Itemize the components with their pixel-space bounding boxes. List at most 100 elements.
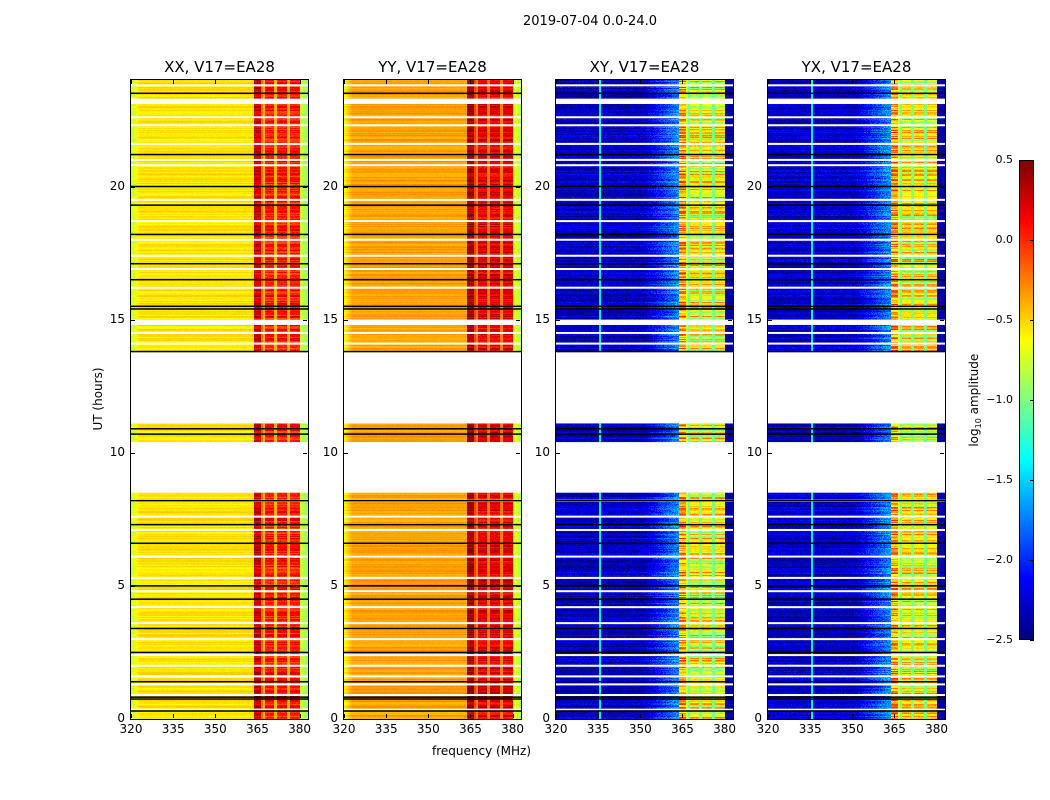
x-tick-mark (894, 80, 896, 84)
y-tick-label: 10 (109, 444, 125, 459)
y-tick-mark (768, 319, 772, 321)
y-tick-mark (728, 585, 732, 587)
colorbar-tick-label: −2.5 (986, 633, 1013, 646)
colorbar-tick-mark (1030, 480, 1034, 481)
x-tick-label: 320 (332, 722, 356, 736)
x-tick-label: 380 (713, 722, 737, 736)
y-tick-mark (940, 186, 944, 188)
colorbar-tick-label: 0.5 (995, 153, 1014, 166)
x-tick-mark (512, 80, 514, 84)
y-tick-mark (303, 452, 307, 454)
x-tick-mark (299, 714, 301, 718)
x-tick-mark (768, 80, 769, 84)
y-tick-mark (131, 719, 135, 720)
x-tick-label: 350 (628, 722, 652, 736)
y-tick-mark (728, 186, 732, 188)
y-tick-mark (131, 585, 135, 587)
x-tick-label: 320 (544, 722, 568, 736)
x-tick-mark (598, 714, 600, 718)
x-tick-mark (131, 80, 132, 84)
y-tick-label: 0 (330, 711, 338, 725)
y-tick-mark (303, 319, 307, 321)
y-tick-mark (131, 319, 135, 321)
spectrogram-xy (555, 79, 734, 720)
spectrogram-yy (343, 79, 522, 720)
x-tick-mark (257, 714, 259, 718)
x-tick-mark (386, 714, 388, 718)
x-tick-mark (299, 80, 301, 84)
x-tick-label: 335 (798, 722, 822, 736)
y-tick-label: 10 (746, 444, 762, 459)
x-axis-label: frequency (MHz) (432, 744, 532, 758)
y-tick-label: 5 (330, 577, 338, 592)
y-tick-label: 20 (534, 178, 550, 193)
x-tick-label: 365 (670, 722, 694, 736)
y-tick-mark (131, 186, 135, 188)
y-tick-mark (516, 319, 520, 321)
colorbar-tick-label: −2.0 (986, 553, 1013, 566)
y-tick-mark (940, 719, 944, 720)
x-tick-label: 380 (501, 722, 525, 736)
y-tick-label: 15 (534, 311, 550, 326)
x-tick-label: 350 (203, 722, 227, 736)
colorbar-tick-mark (1030, 560, 1034, 561)
y-tick-mark (516, 452, 520, 454)
x-tick-mark (215, 714, 217, 718)
x-tick-mark (173, 80, 175, 84)
x-tick-label: 350 (416, 722, 440, 736)
y-tick-mark (768, 719, 772, 720)
colorbar-tick-mark (1030, 240, 1034, 241)
x-tick-mark (470, 714, 472, 718)
y-tick-mark (940, 319, 944, 321)
y-tick-mark (516, 719, 520, 720)
heatmap-image (131, 80, 308, 719)
y-tick-mark (131, 452, 135, 454)
x-tick-label: 365 (458, 722, 482, 736)
x-tick-label: 350 (840, 722, 864, 736)
x-tick-label: 380 (288, 722, 312, 736)
x-tick-mark (512, 714, 514, 718)
x-tick-mark (344, 714, 345, 718)
y-tick-mark (768, 452, 772, 454)
x-tick-mark (852, 714, 854, 718)
x-tick-mark (344, 80, 345, 84)
panel-title-xy: XY, V17=EA28 (589, 58, 700, 76)
y-tick-mark (940, 585, 944, 587)
colorbar-tick-mark (1030, 400, 1034, 401)
y-tick-mark (303, 186, 307, 188)
x-tick-mark (215, 80, 217, 84)
y-tick-label: 0 (542, 711, 550, 725)
x-tick-label: 365 (882, 722, 906, 736)
y-tick-mark (516, 585, 520, 587)
colorbar-tick-mark (1030, 160, 1034, 161)
y-tick-label: 20 (109, 178, 125, 193)
y-tick-mark (768, 186, 772, 188)
y-tick-mark (344, 319, 348, 321)
y-tick-label: 20 (746, 178, 762, 193)
x-tick-mark (852, 80, 854, 84)
y-tick-mark (556, 186, 560, 188)
x-tick-label: 335 (586, 722, 610, 736)
y-tick-label: 10 (534, 444, 550, 459)
y-tick-label: 10 (322, 444, 338, 459)
y-axis-label: UT (hours) (91, 367, 105, 431)
x-tick-mark (724, 80, 726, 84)
y-tick-mark (303, 719, 307, 720)
x-tick-mark (428, 80, 430, 84)
panel-title-yx: YX, V17=EA28 (801, 58, 912, 76)
x-tick-mark (556, 714, 557, 718)
y-tick-mark (728, 452, 732, 454)
spectrogram-yx (767, 79, 946, 720)
x-tick-label: 320 (756, 722, 780, 736)
x-tick-mark (257, 80, 259, 84)
colorbar-tick-label: 0.0 (995, 233, 1014, 246)
y-tick-mark (556, 585, 560, 587)
x-tick-mark (936, 80, 938, 84)
x-tick-mark (682, 714, 684, 718)
x-tick-mark (173, 714, 175, 718)
colorbar-tick-label: −1.5 (986, 473, 1013, 486)
y-tick-mark (556, 319, 560, 321)
y-tick-mark (516, 186, 520, 188)
x-tick-mark (386, 80, 388, 84)
y-tick-mark (344, 186, 348, 188)
